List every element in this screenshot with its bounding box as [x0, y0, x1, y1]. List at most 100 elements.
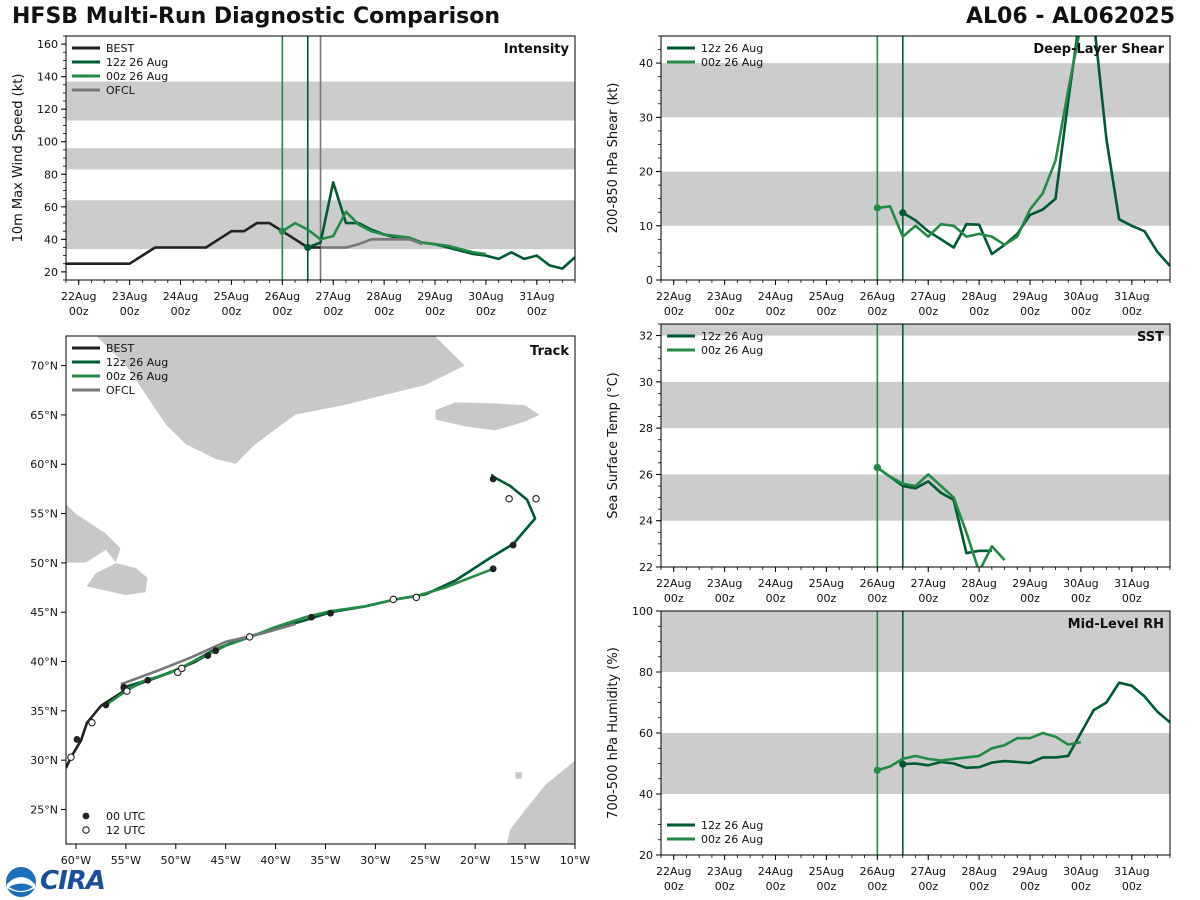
legend-label: 12z 26 Aug	[106, 356, 168, 369]
shaded-band	[661, 611, 1170, 672]
x-tick-label: 30Aug	[1063, 865, 1098, 878]
marker-legend-12utc	[82, 826, 90, 834]
legend-label: 12z 26 Aug	[106, 56, 168, 69]
shaded-band	[661, 381, 1170, 429]
y-tick-label: 60	[44, 201, 58, 214]
x-tick-label: 22Aug	[656, 865, 691, 878]
land-mass	[514, 771, 523, 780]
x-tick-sublabel: 00z	[715, 592, 735, 605]
intensity-panel: 20 40 60 80 100 120 140 160 22Aug 00z 23Aug 00z 24Au…	[11, 35, 576, 318]
marker-12utc	[532, 495, 540, 503]
legend-label: OFCL	[106, 84, 136, 97]
init-point-run12	[899, 760, 907, 768]
track-line-best	[66, 651, 212, 769]
series-line-run00	[876, 466, 1006, 567]
x-tick-label: 27Aug	[910, 290, 945, 303]
x-tick-label: 24Aug	[758, 290, 793, 303]
y-tick-label: 0	[646, 274, 653, 287]
legend-label: 12z 26 Aug	[701, 42, 763, 55]
x-tick-label: 25Aug	[214, 290, 249, 303]
x-tick-label: 26Aug	[860, 290, 895, 303]
legend-label: 00z 26 Aug	[106, 370, 168, 383]
y-axis-label: Sea Surface Temp (°C)	[606, 372, 621, 519]
y-tick-label: 30	[639, 376, 653, 389]
x-tick-label: 23Aug	[707, 290, 742, 303]
x-tick-label: 29Aug	[1012, 290, 1047, 303]
x-tick-label: 28Aug	[366, 290, 401, 303]
marker-12utc	[178, 664, 186, 673]
x-tick-sublabel: 00z	[969, 880, 989, 893]
x-tick-sublabel: 00z	[1122, 592, 1142, 605]
y-tick-label: 40°N	[30, 656, 58, 669]
y-tick-label: 24	[639, 515, 653, 528]
y-tick-label: 10	[639, 220, 653, 233]
x-tick-label: 25Aug	[809, 577, 844, 590]
x-tick-sublabel: 00z	[476, 305, 496, 318]
x-tick-label: 28Aug	[961, 865, 996, 878]
init-point-run00	[278, 227, 286, 235]
x-tick-label: 10°W	[560, 854, 590, 867]
marker-00utc	[212, 647, 220, 655]
x-tick-label: 24Aug	[758, 577, 793, 590]
x-tick-label: 24Aug	[163, 290, 198, 303]
y-tick-label: 40	[44, 233, 58, 246]
shear-panel: 0 10 20 30 40 22Aug 00z 23Aug 00z 24Aug 00z 25Aug 00…	[606, 35, 1171, 318]
init-point-run00	[873, 766, 881, 774]
x-tick-sublabel: 00z	[1020, 592, 1040, 605]
x-tick-label: 29Aug	[417, 290, 452, 303]
marker-00utc	[327, 609, 334, 617]
series-line-best	[66, 221, 321, 266]
x-tick-label: 31Aug	[1114, 865, 1149, 878]
shaded-band	[661, 171, 1170, 226]
legend-label: BEST	[106, 342, 134, 355]
marker-12utc	[123, 687, 131, 695]
y-tick-label: 22	[639, 561, 653, 574]
y-tick-label: 160	[37, 38, 58, 51]
y-tick-label: 40	[639, 788, 653, 801]
legend-label: OFCL	[106, 384, 136, 397]
x-tick-label: 31Aug	[519, 290, 554, 303]
x-tick-sublabel: 00z	[664, 592, 684, 605]
x-tick-label: 29Aug	[1012, 865, 1047, 878]
marker-12utc	[67, 753, 75, 761]
x-tick-sublabel: 00z	[918, 592, 938, 605]
y-axis-label: 10m Max Wind Speed (kt)	[11, 74, 26, 243]
x-tick-sublabel: 00z	[69, 305, 89, 318]
panel-title: Intensity	[504, 42, 570, 57]
track-line-run12	[123, 474, 537, 689]
shaded-band	[661, 474, 1170, 521]
marker-00utc	[489, 565, 497, 573]
marker-12utc	[412, 593, 421, 602]
sst-panel: 22 24 26 28 30 32 22Aug 00z 23Aug 00z 24Aug 00z 25Au…	[606, 323, 1171, 605]
x-tick-label: 20°W	[460, 854, 490, 867]
legend-label: BEST	[106, 42, 134, 55]
x-tick-sublabel: 00z	[918, 305, 938, 318]
page-title: HFSB Multi-Run Diagnostic Comparison	[12, 4, 500, 29]
marker-00utc	[73, 736, 81, 743]
init-point-run00	[873, 204, 881, 212]
land-mass	[506, 701, 575, 844]
y-tick-label: 80	[639, 666, 653, 679]
x-tick-sublabel: 00z	[1071, 880, 1091, 893]
marker-00utc	[204, 652, 212, 659]
x-tick-sublabel: 00z	[867, 880, 887, 893]
legend-label: 00z 26 Aug	[106, 70, 168, 83]
shaded-band	[661, 63, 1170, 118]
x-tick-sublabel: 00z	[817, 880, 837, 893]
x-tick-label: 25°W	[410, 854, 440, 867]
x-tick-sublabel: 00z	[1020, 880, 1040, 893]
panel-title: Deep-Layer Shear	[1033, 42, 1164, 57]
init-point-run12	[304, 243, 312, 252]
x-tick-label: 25Aug	[809, 290, 844, 303]
series-line-run00	[281, 210, 487, 256]
legend-label: 12z 26 Aug	[701, 819, 763, 832]
x-tick-label: 29Aug	[1012, 577, 1047, 590]
x-tick-label: 22Aug	[656, 290, 691, 303]
x-tick-label: 27Aug	[910, 577, 945, 590]
y-tick-label: 32	[639, 330, 653, 343]
y-tick-label: 60	[639, 727, 653, 740]
marker-00utc	[144, 676, 152, 684]
cira-logo: CIRA	[40, 866, 106, 896]
init-point-run00	[873, 463, 881, 472]
y-tick-label: 35°N	[30, 705, 58, 718]
